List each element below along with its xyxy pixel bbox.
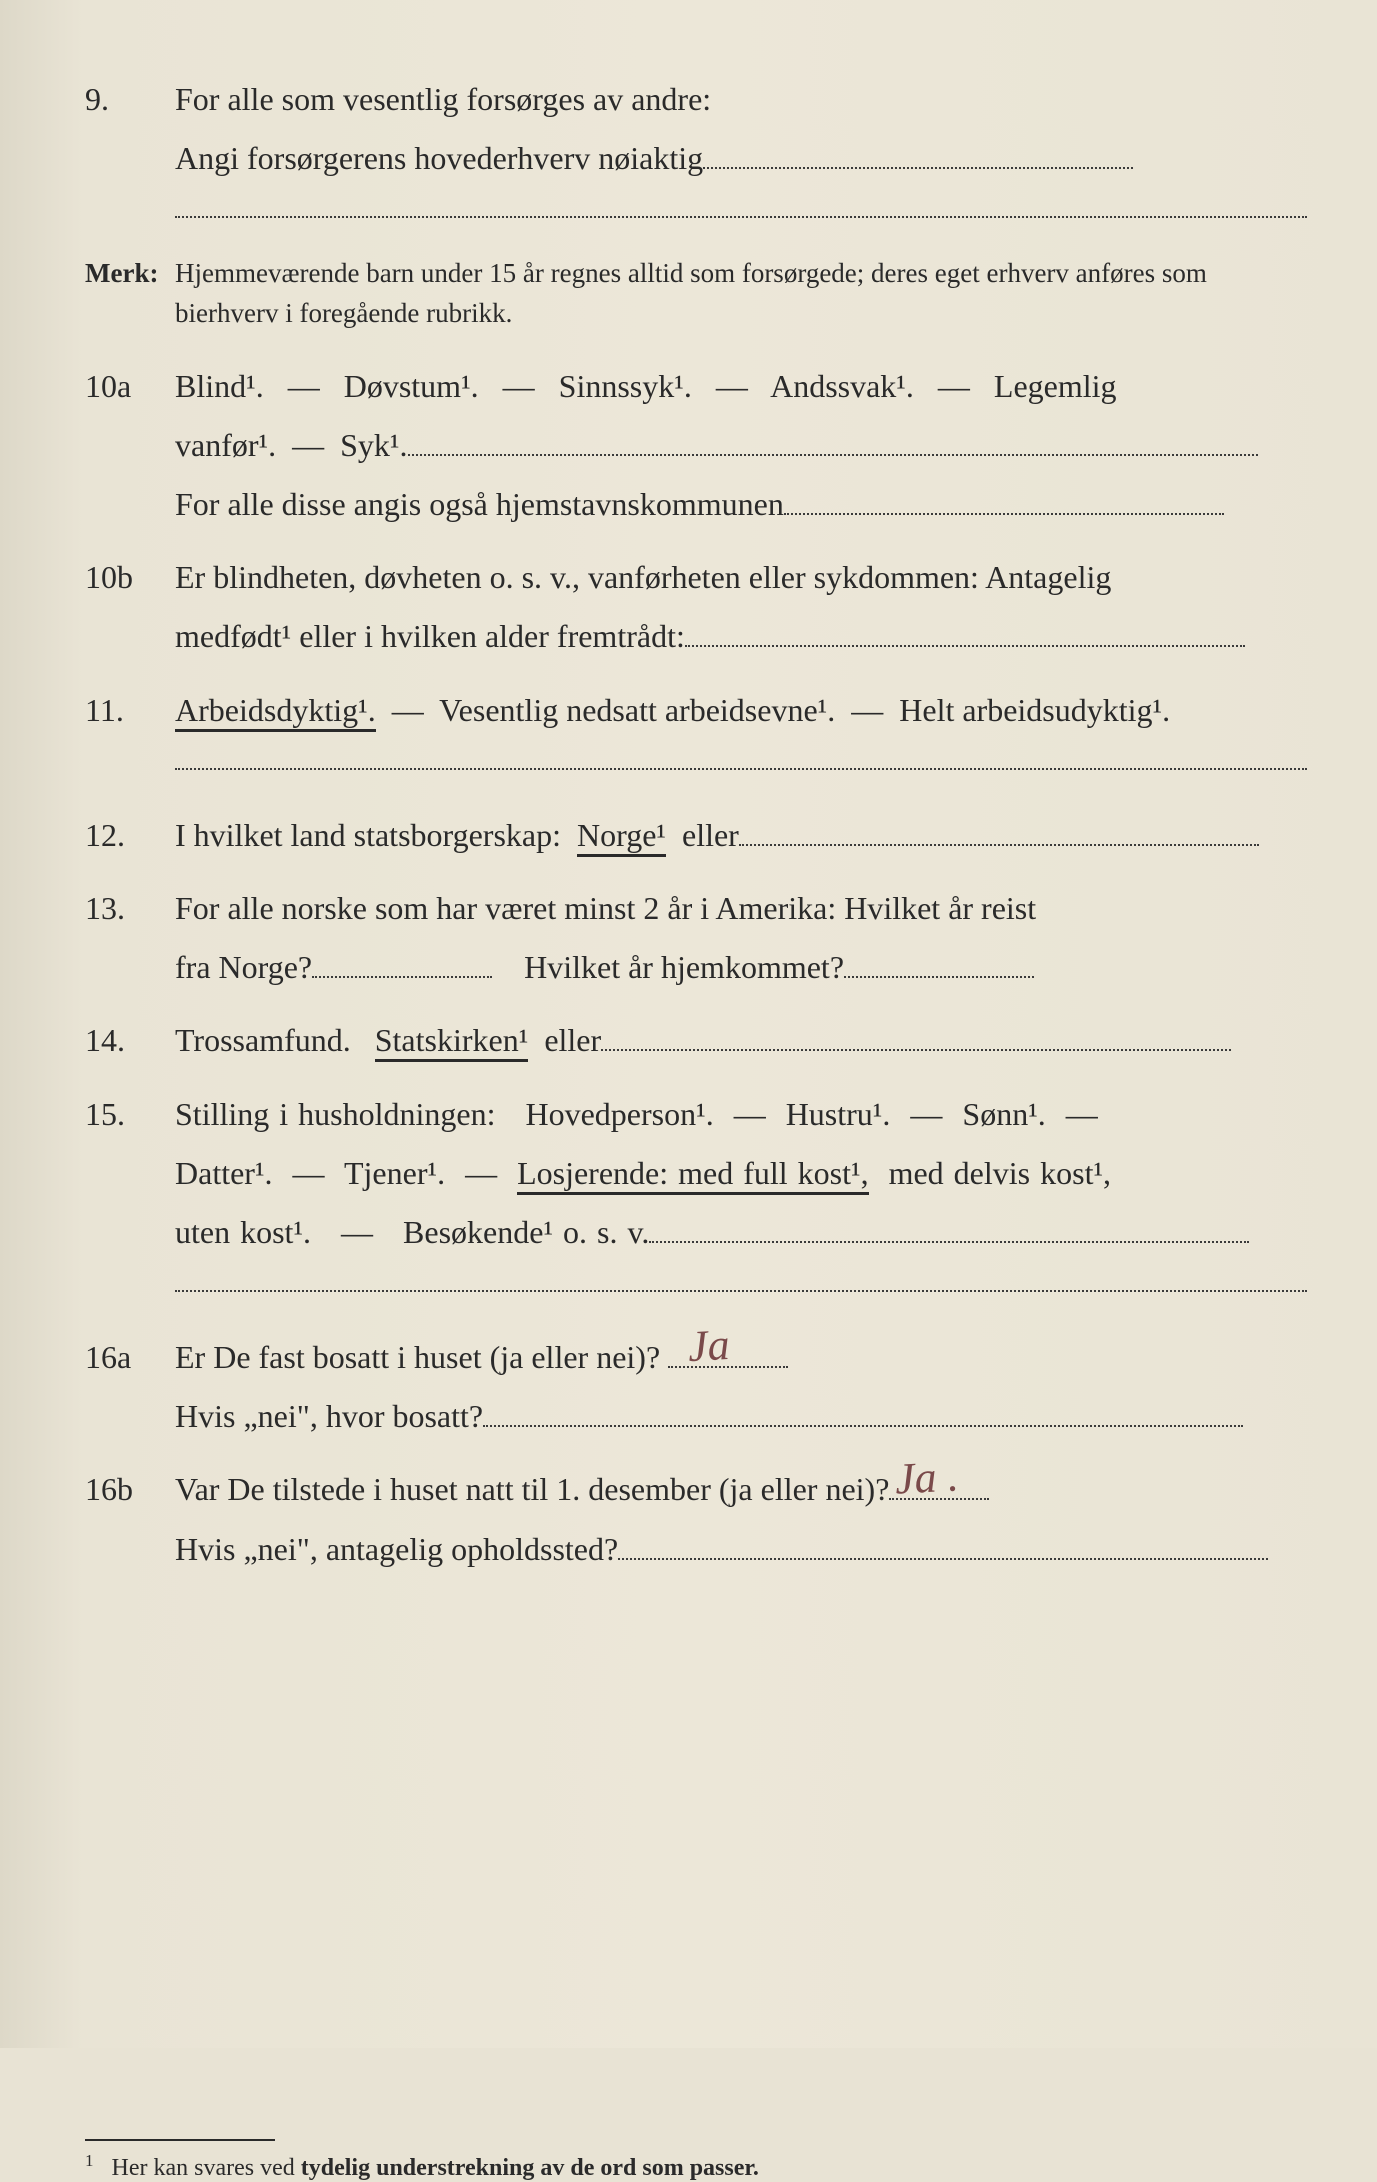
blank-line	[685, 618, 1245, 647]
q15-opt-datter: Datter¹.	[175, 1155, 273, 1191]
q16a-number: 16a	[85, 1339, 175, 1376]
blank-line: Ja	[668, 1339, 788, 1368]
footnote-text-bold: tydelig understrekning av de ord som pas…	[301, 2155, 759, 2181]
q11-opt-udyktig: Helt arbeidsudyktig¹.	[899, 692, 1170, 728]
q10a-opt-blind: Blind¹.	[175, 368, 264, 404]
question-14: 14. Trossamfund. Statskirken¹ eller	[85, 1011, 1307, 1070]
question-11: 11. Arbeidsdyktig¹. — Vesentlig nedsatt …	[85, 681, 1307, 792]
q15-opt-tjener: Tjener¹.	[344, 1155, 445, 1191]
q14-body: Trossamfund. Statskirken¹ eller	[175, 1011, 1307, 1070]
q13-line2a: fra Norge?	[175, 949, 312, 985]
question-9: 9. For alle som vesentlig forsørges av a…	[85, 70, 1307, 240]
handwritten-answer-16a: Ja	[686, 1304, 732, 1387]
q12-opt-norge: Norge¹	[577, 817, 666, 857]
q13-body: For alle norske som har været minst 2 år…	[175, 879, 1307, 997]
blank-line: Ja .	[889, 1471, 989, 1500]
q9-body: For alle som vesentlig forsørges av andr…	[175, 70, 1307, 240]
footnote-number: 1	[85, 2151, 94, 2170]
question-10b: 10b Er blindheten, døvheten o. s. v., va…	[85, 548, 1307, 666]
blank-line	[312, 949, 492, 978]
blank-line	[649, 1214, 1249, 1243]
blank-line-full	[175, 766, 1307, 770]
q16b-line1: Var De tilstede i huset natt til 1. dese…	[175, 1471, 889, 1507]
q15-opt-sonn: Sønn¹.	[962, 1096, 1045, 1132]
q12-post: eller	[682, 817, 739, 853]
blank-line	[601, 1022, 1231, 1051]
q16a-line2: Hvis „nei", hvor bosatt?	[175, 1398, 483, 1434]
q14-opt-statskirken: Statskirken¹	[375, 1022, 529, 1062]
question-10a: 10a Blind¹. — Døvstum¹. — Sinnssyk¹. — A…	[85, 357, 1307, 535]
blank-line	[844, 949, 1034, 978]
q15-body: Stilling i husholdningen: Hovedperson¹. …	[175, 1085, 1307, 1315]
q12-body: I hvilket land statsborgerskap: Norge¹ e…	[175, 806, 1307, 865]
q15-pre: Stilling i husholdningen:	[175, 1096, 495, 1132]
q15-besokende: Besøkende¹ o. s. v.	[403, 1214, 649, 1250]
q10b-body: Er blindheten, døvheten o. s. v., vanfør…	[175, 548, 1307, 666]
q14-number: 14.	[85, 1022, 175, 1059]
question-15: 15. Stilling i husholdningen: Hovedperso…	[85, 1085, 1307, 1315]
blank-line	[618, 1530, 1268, 1559]
q10a-line3: For alle disse angis også hjemstavnskomm…	[175, 486, 784, 522]
q15-uten-kost: uten kost¹.	[175, 1214, 311, 1250]
q9-line1: For alle som vesentlig forsørges av andr…	[175, 81, 711, 117]
note-merk: Merk: Hjemmeværende barn under 15 år reg…	[85, 254, 1307, 332]
q10a-opt-legemlig: Legemlig	[994, 368, 1117, 404]
q10a-opt-dovstum: Døvstum¹.	[344, 368, 479, 404]
blank-line	[784, 486, 1224, 515]
blank-line	[739, 817, 1259, 846]
q11-opt-arbeidsdyktig: Arbeidsdyktig¹.	[175, 692, 376, 732]
q10a-opt-sinnssyk: Sinnssyk¹.	[559, 368, 692, 404]
footnote-rule	[85, 2139, 275, 2141]
q15-opt-losjerende: Losjerende: med full kost¹,	[517, 1155, 869, 1195]
census-form-page: 9. For alle som vesentlig forsørges av a…	[0, 0, 1377, 2048]
q9-line2: Angi forsørgerens hovederhverv nøiaktig	[175, 140, 703, 176]
merk-label: Merk:	[85, 258, 175, 289]
footnote: 1 Her kan svares ved tydelig understrekn…	[85, 2151, 1307, 2182]
q14-pre: Trossamfund.	[175, 1022, 351, 1058]
q14-post: eller	[544, 1022, 601, 1058]
blank-line-full	[175, 214, 1307, 218]
merk-text: Hjemmeværende barn under 15 år regnes al…	[175, 254, 1307, 332]
q16b-line2: Hvis „nei", antagelig opholdssted?	[175, 1531, 618, 1567]
blank-line	[483, 1398, 1243, 1427]
q12-number: 12.	[85, 817, 175, 854]
question-16a: 16a Er De fast bosatt i huset (ja eller …	[85, 1328, 1307, 1446]
q11-number: 11.	[85, 692, 175, 729]
q15-number: 15.	[85, 1096, 175, 1133]
q10a-opt-andssvak: Andssvak¹.	[770, 368, 914, 404]
blank-line-full	[175, 1288, 1307, 1292]
question-16b: 16b Var De tilstede i huset natt til 1. …	[85, 1460, 1307, 1578]
q15-opt-hustru: Hustru¹.	[786, 1096, 891, 1132]
q16b-body: Var De tilstede i huset natt til 1. dese…	[175, 1460, 1307, 1578]
q10a-syk: Syk¹.	[340, 427, 407, 463]
blank-line	[703, 140, 1133, 169]
handwritten-answer-16b: Ja .	[893, 1436, 961, 1521]
q16b-number: 16b	[85, 1471, 175, 1508]
q16a-line1: Er De fast bosatt i huset (ja eller nei)…	[175, 1339, 660, 1375]
q10b-number: 10b	[85, 559, 175, 596]
q13-line1: For alle norske som har været minst 2 år…	[175, 890, 1036, 926]
q9-number: 9.	[85, 81, 175, 118]
question-13: 13. For alle norske som har været minst …	[85, 879, 1307, 997]
q10a-body: Blind¹. — Døvstum¹. — Sinnssyk¹. — Andss…	[175, 357, 1307, 535]
q11-opt-nedsatt: Vesentlig nedsatt arbeidsevne¹.	[439, 692, 835, 728]
q13-line2b: Hvilket år hjemkommet?	[524, 949, 844, 985]
q10b-line2: medfødt¹ eller i hvilken alder fremtrådt…	[175, 618, 685, 654]
q13-number: 13.	[85, 890, 175, 927]
q10a-number: 10a	[85, 368, 175, 405]
q15-losj-tail: med delvis kost¹,	[889, 1155, 1111, 1191]
footnote-text-plain: Her kan svares ved	[112, 2155, 301, 2181]
q11-body: Arbeidsdyktig¹. — Vesentlig nedsatt arbe…	[175, 681, 1307, 792]
q10b-line1: Er blindheten, døvheten o. s. v., vanfør…	[175, 559, 1111, 595]
q10a-vanfor: vanfør¹.	[175, 427, 276, 463]
q12-pre: I hvilket land statsborgerskap:	[175, 817, 561, 853]
question-12: 12. I hvilket land statsborgerskap: Norg…	[85, 806, 1307, 865]
blank-line	[408, 427, 1258, 456]
q15-opt-hovedperson: Hovedperson¹.	[525, 1096, 713, 1132]
q16a-body: Er De fast bosatt i huset (ja eller nei)…	[175, 1328, 1307, 1446]
